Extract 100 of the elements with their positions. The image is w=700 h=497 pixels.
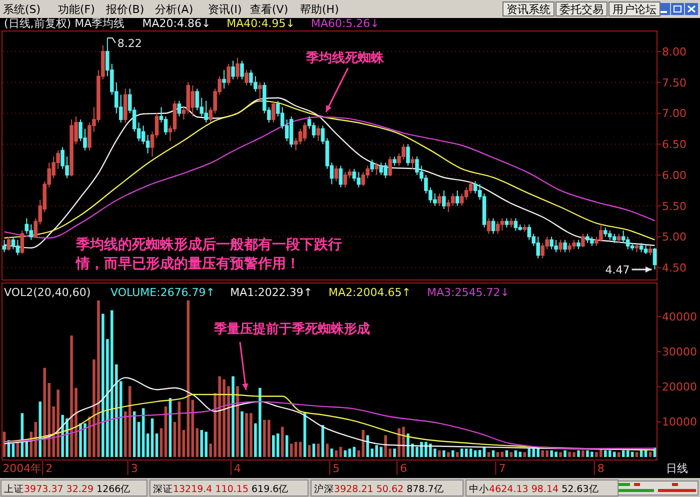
candlestick: [644, 244, 648, 255]
candlestick: [442, 190, 446, 210]
bar: [12, 444, 15, 457]
candlestick: [388, 156, 392, 177]
candlestick: [455, 190, 460, 206]
candlestick: [522, 224, 527, 232]
bar: [232, 376, 234, 457]
x-tick-label: 8: [597, 462, 604, 475]
bar: [236, 386, 239, 457]
bar: [393, 448, 396, 457]
candlestick: [406, 144, 410, 166]
candlestick: [392, 156, 396, 166]
bar: [464, 448, 468, 457]
text: 中小4624.13 98.14 52.63亿: [469, 483, 599, 495]
candlestick: [20, 230, 24, 255]
bar: [150, 418, 154, 457]
bar: [128, 386, 132, 457]
bar: [285, 435, 288, 457]
x-tick-label: 7: [498, 462, 506, 475]
candlestick: [491, 218, 496, 234]
text: 查看(V): [250, 3, 288, 16]
candlestick: [177, 100, 182, 117]
bar: [577, 450, 580, 457]
annotation: 季均线的死蜘蛛形成后一般都有一段下跌行情，而早已形成的量压有预警作用！: [75, 236, 342, 272]
x-tick-label: 2004年: [2, 462, 42, 475]
candlestick: [334, 165, 338, 182]
bar: [366, 435, 370, 457]
y-tick-label: 6.00: [662, 168, 686, 182]
text: 上证3973.37 32.29 1266亿: [4, 483, 131, 495]
candlestick: [302, 122, 307, 142]
bar: [617, 452, 620, 457]
bar: [648, 452, 652, 457]
bar: [478, 450, 482, 457]
bar: [442, 450, 446, 457]
candlestick: [639, 242, 644, 253]
x-tick-label: 4: [234, 462, 242, 475]
bar: [312, 444, 316, 457]
candlestick: [123, 88, 128, 124]
candlestick: [514, 218, 518, 232]
candlestick: [410, 156, 414, 170]
candlestick: [581, 233, 585, 248]
y-tick-label: 30000: [662, 346, 697, 359]
candlestick: [563, 239, 567, 253]
annotation: 季量压提前于季死蜘蛛形成: [213, 321, 370, 337]
text: 委托交易: [560, 3, 604, 16]
candlestick: [648, 246, 652, 256]
text: 功能(F): [58, 3, 95, 16]
bar: [326, 444, 329, 457]
bar: [173, 422, 176, 457]
bar: [469, 448, 472, 457]
text: MA3:2545.72↓: [427, 286, 510, 299]
annotation: 季均线死蜘蛛: [305, 50, 385, 66]
text: 深证13219.4 110.15 619.6亿: [152, 483, 289, 495]
bar: [582, 450, 584, 457]
candlestick: [634, 244, 639, 253]
candlestick: [338, 165, 343, 188]
bar: [200, 430, 204, 457]
candlestick: [438, 193, 442, 206]
bar: [316, 444, 320, 457]
bar: [456, 452, 459, 457]
y-tick-label: 5.50: [662, 200, 686, 213]
bar: [137, 422, 140, 457]
y-tick-label: 8.00: [662, 45, 686, 58]
bar: [635, 452, 638, 457]
candlestick: [504, 218, 509, 228]
bar: [523, 452, 526, 457]
bar: [43, 368, 46, 457]
text: MA60:5.26↓: [310, 17, 380, 30]
text: 分析(A): [155, 3, 194, 16]
text: 资讯系统: [506, 3, 550, 16]
bar: [487, 452, 490, 457]
text: MA20:4.86↓: [142, 17, 211, 30]
candlestick: [374, 162, 378, 176]
text: MA40:4.95↓: [226, 17, 296, 30]
series-label: VOLUME:2676.79↑: [110, 286, 216, 299]
candlestick: [500, 218, 504, 232]
candlestick: [612, 233, 616, 244]
text: 帮助(H): [300, 3, 339, 16]
bar: [564, 450, 566, 457]
x-tick-label: 3: [130, 462, 138, 475]
candlestick: [509, 218, 514, 228]
x-tick-label: 6: [400, 462, 408, 475]
bar: [630, 452, 634, 457]
y-tick-label: 5.00: [662, 230, 686, 244]
bar: [308, 445, 311, 457]
y-tick-label: 40000: [662, 310, 697, 324]
text: MA2:2004.65↑: [328, 286, 411, 299]
bar: [446, 452, 450, 457]
candlestick: [558, 239, 562, 253]
annotation: 4.47: [605, 263, 630, 276]
candlestick: [652, 247, 657, 270]
candlestick: [616, 233, 621, 244]
bar: [451, 450, 454, 457]
text: MA1:2022.39↑: [230, 286, 313, 299]
candlestick: [236, 57, 240, 80]
y-tick-label: 6.50: [662, 138, 686, 151]
candlestick: [356, 171, 361, 188]
x-tick-label: 5: [332, 462, 340, 475]
y-tick-label: 7.00: [662, 107, 686, 120]
y-tick-label: 20000: [662, 380, 697, 394]
